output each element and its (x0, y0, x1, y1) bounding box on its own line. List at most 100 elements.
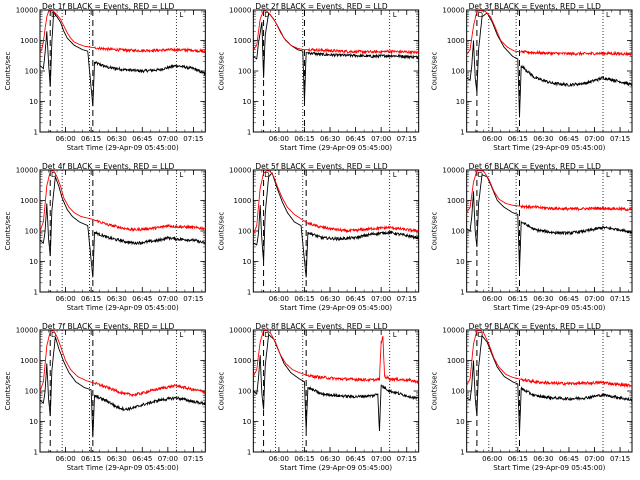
y-tick-label: 100 (451, 228, 464, 236)
x-tick-label: 06:30 (320, 135, 340, 143)
x-tick-label: 06:15 (508, 295, 528, 303)
x-tick-label: 06:00 (269, 135, 289, 143)
chart-title: Det 5f BLACK = Events, RED = LLD (255, 162, 388, 171)
y-tick-label: 1 (247, 449, 251, 457)
x-tick-label: 07:15 (183, 295, 203, 303)
x-axis-label: Start Time (29-Apr-09 05:45:00) (67, 304, 179, 312)
x-tick-label: 07:15 (610, 135, 630, 143)
y-tick-label: 10 (29, 258, 38, 266)
y-tick-label: 10 (242, 418, 251, 426)
y-tick-label: 1 (460, 449, 464, 457)
x-tick-label: 06:30 (107, 295, 127, 303)
x-axis-label: Start Time (29-Apr-09 05:45:00) (280, 304, 392, 312)
x-tick-label: 06:30 (320, 295, 340, 303)
x-tick-label: 07:15 (397, 455, 417, 463)
corner-mark-d: D (264, 331, 269, 339)
series-events (466, 12, 632, 118)
series-lld (40, 170, 206, 232)
x-tick-label: 06:15 (81, 135, 101, 143)
y-tick-label: 1 (247, 129, 251, 137)
x-tick-label: 06:30 (320, 455, 340, 463)
x-tick-label: 06:00 (55, 135, 75, 143)
y-tick-label: 1000 (447, 197, 465, 205)
y-tick-label: 1 (460, 289, 464, 297)
corner-mark-l: L (606, 11, 610, 19)
x-tick-label: 06:45 (132, 455, 152, 463)
y-axis-label: Counts/sec (217, 52, 225, 91)
x-tick-label: 07:15 (183, 135, 203, 143)
y-tick-label: 100 (25, 68, 38, 76)
corner-mark-l: L (606, 171, 610, 179)
y-tick-label: 1 (34, 129, 38, 137)
chart-panel-6: Det 6f BLACK = Events, RED = LLD 1 10 100 10… (431, 162, 633, 312)
x-tick-label: 06:15 (508, 455, 528, 463)
y-tick-label: 10 (242, 98, 251, 106)
corner-mark-d: D (51, 331, 56, 339)
x-tick-label: 07:00 (584, 135, 604, 143)
corner-mark-l: L (606, 331, 610, 339)
x-tick-label: 06:30 (533, 455, 553, 463)
chart-title: Det 9f BLACK = Events, RED = LLD (469, 322, 602, 331)
plot-frame (39, 329, 206, 453)
y-tick-label: 10000 (442, 7, 464, 15)
x-tick-label: 06:45 (559, 135, 579, 143)
x-tick-label: 06:45 (559, 455, 579, 463)
x-tick-label: 06:00 (482, 295, 502, 303)
series-events (40, 175, 206, 278)
y-tick-label: 100 (451, 68, 464, 76)
x-tick-label: 07:00 (371, 455, 391, 463)
corner-mark-l: L (179, 11, 183, 19)
y-tick-label: 1000 (234, 197, 252, 205)
y-tick-label: 1000 (20, 37, 38, 45)
chart-panel-5: Det 5f BLACK = Events, RED = LLD 1 10 100 10… (217, 162, 420, 312)
y-tick-label: 100 (451, 388, 464, 396)
x-axis-label: Start Time (29-Apr-09 05:45:00) (280, 464, 392, 472)
corner-mark-d: D (478, 11, 483, 19)
x-tick-label: 07:00 (158, 295, 178, 303)
chart-title: Det 4f BLACK = Events, RED = LLD (42, 162, 175, 171)
x-tick-label: 06:00 (55, 455, 75, 463)
x-tick-label: 06:15 (294, 135, 314, 143)
x-tick-label: 06:00 (269, 295, 289, 303)
y-tick-label: 1 (34, 449, 38, 457)
corner-mark-d: D (478, 331, 483, 339)
x-tick-label: 06:30 (107, 455, 127, 463)
series-events (253, 11, 419, 102)
y-axis-label: Counts/sec (4, 212, 12, 251)
chart-panel-7: Det 7f BLACK = Events, RED = LLD 1 10 100 10… (4, 322, 206, 472)
y-tick-label: 1000 (20, 357, 38, 365)
y-tick-label: 10000 (16, 167, 38, 175)
x-tick-label: 07:15 (610, 295, 630, 303)
plot-frame (466, 329, 633, 453)
y-tick-label: 100 (238, 228, 251, 236)
x-tick-label: 07:00 (158, 135, 178, 143)
chart-panel-1: Det 1f BLACK = Events, RED = LLD 1 10 100 10… (4, 2, 206, 152)
corner-mark-d: D (264, 171, 269, 179)
series-lld (253, 10, 419, 55)
y-axis-label: Counts/sec (431, 372, 439, 411)
series-events (253, 172, 419, 278)
x-axis-label: Start Time (29-Apr-09 05:45:00) (67, 464, 179, 472)
y-tick-label: 10000 (442, 167, 464, 175)
series-events (466, 174, 632, 271)
y-tick-label: 10 (29, 418, 38, 426)
x-tick-label: 06:00 (269, 455, 289, 463)
x-tick-label: 07:00 (371, 295, 391, 303)
y-tick-label: 10 (29, 98, 38, 106)
x-tick-label: 06:45 (132, 135, 152, 143)
series-lld (40, 330, 206, 398)
y-tick-label: 100 (25, 388, 38, 396)
x-tick-label: 06:45 (559, 295, 579, 303)
corner-mark-d: D (264, 11, 269, 19)
series-events (40, 336, 206, 438)
chart-title: Det 7f BLACK = Events, RED = LLD (42, 322, 175, 331)
corner-mark-d: D (478, 171, 483, 179)
y-tick-label: 1000 (447, 357, 465, 365)
x-tick-label: 06:30 (107, 135, 127, 143)
y-tick-label: 1 (247, 289, 251, 297)
x-tick-label: 06:15 (81, 295, 101, 303)
y-tick-label: 10000 (442, 327, 464, 335)
x-tick-label: 06:45 (346, 455, 366, 463)
x-tick-label: 06:15 (294, 455, 314, 463)
